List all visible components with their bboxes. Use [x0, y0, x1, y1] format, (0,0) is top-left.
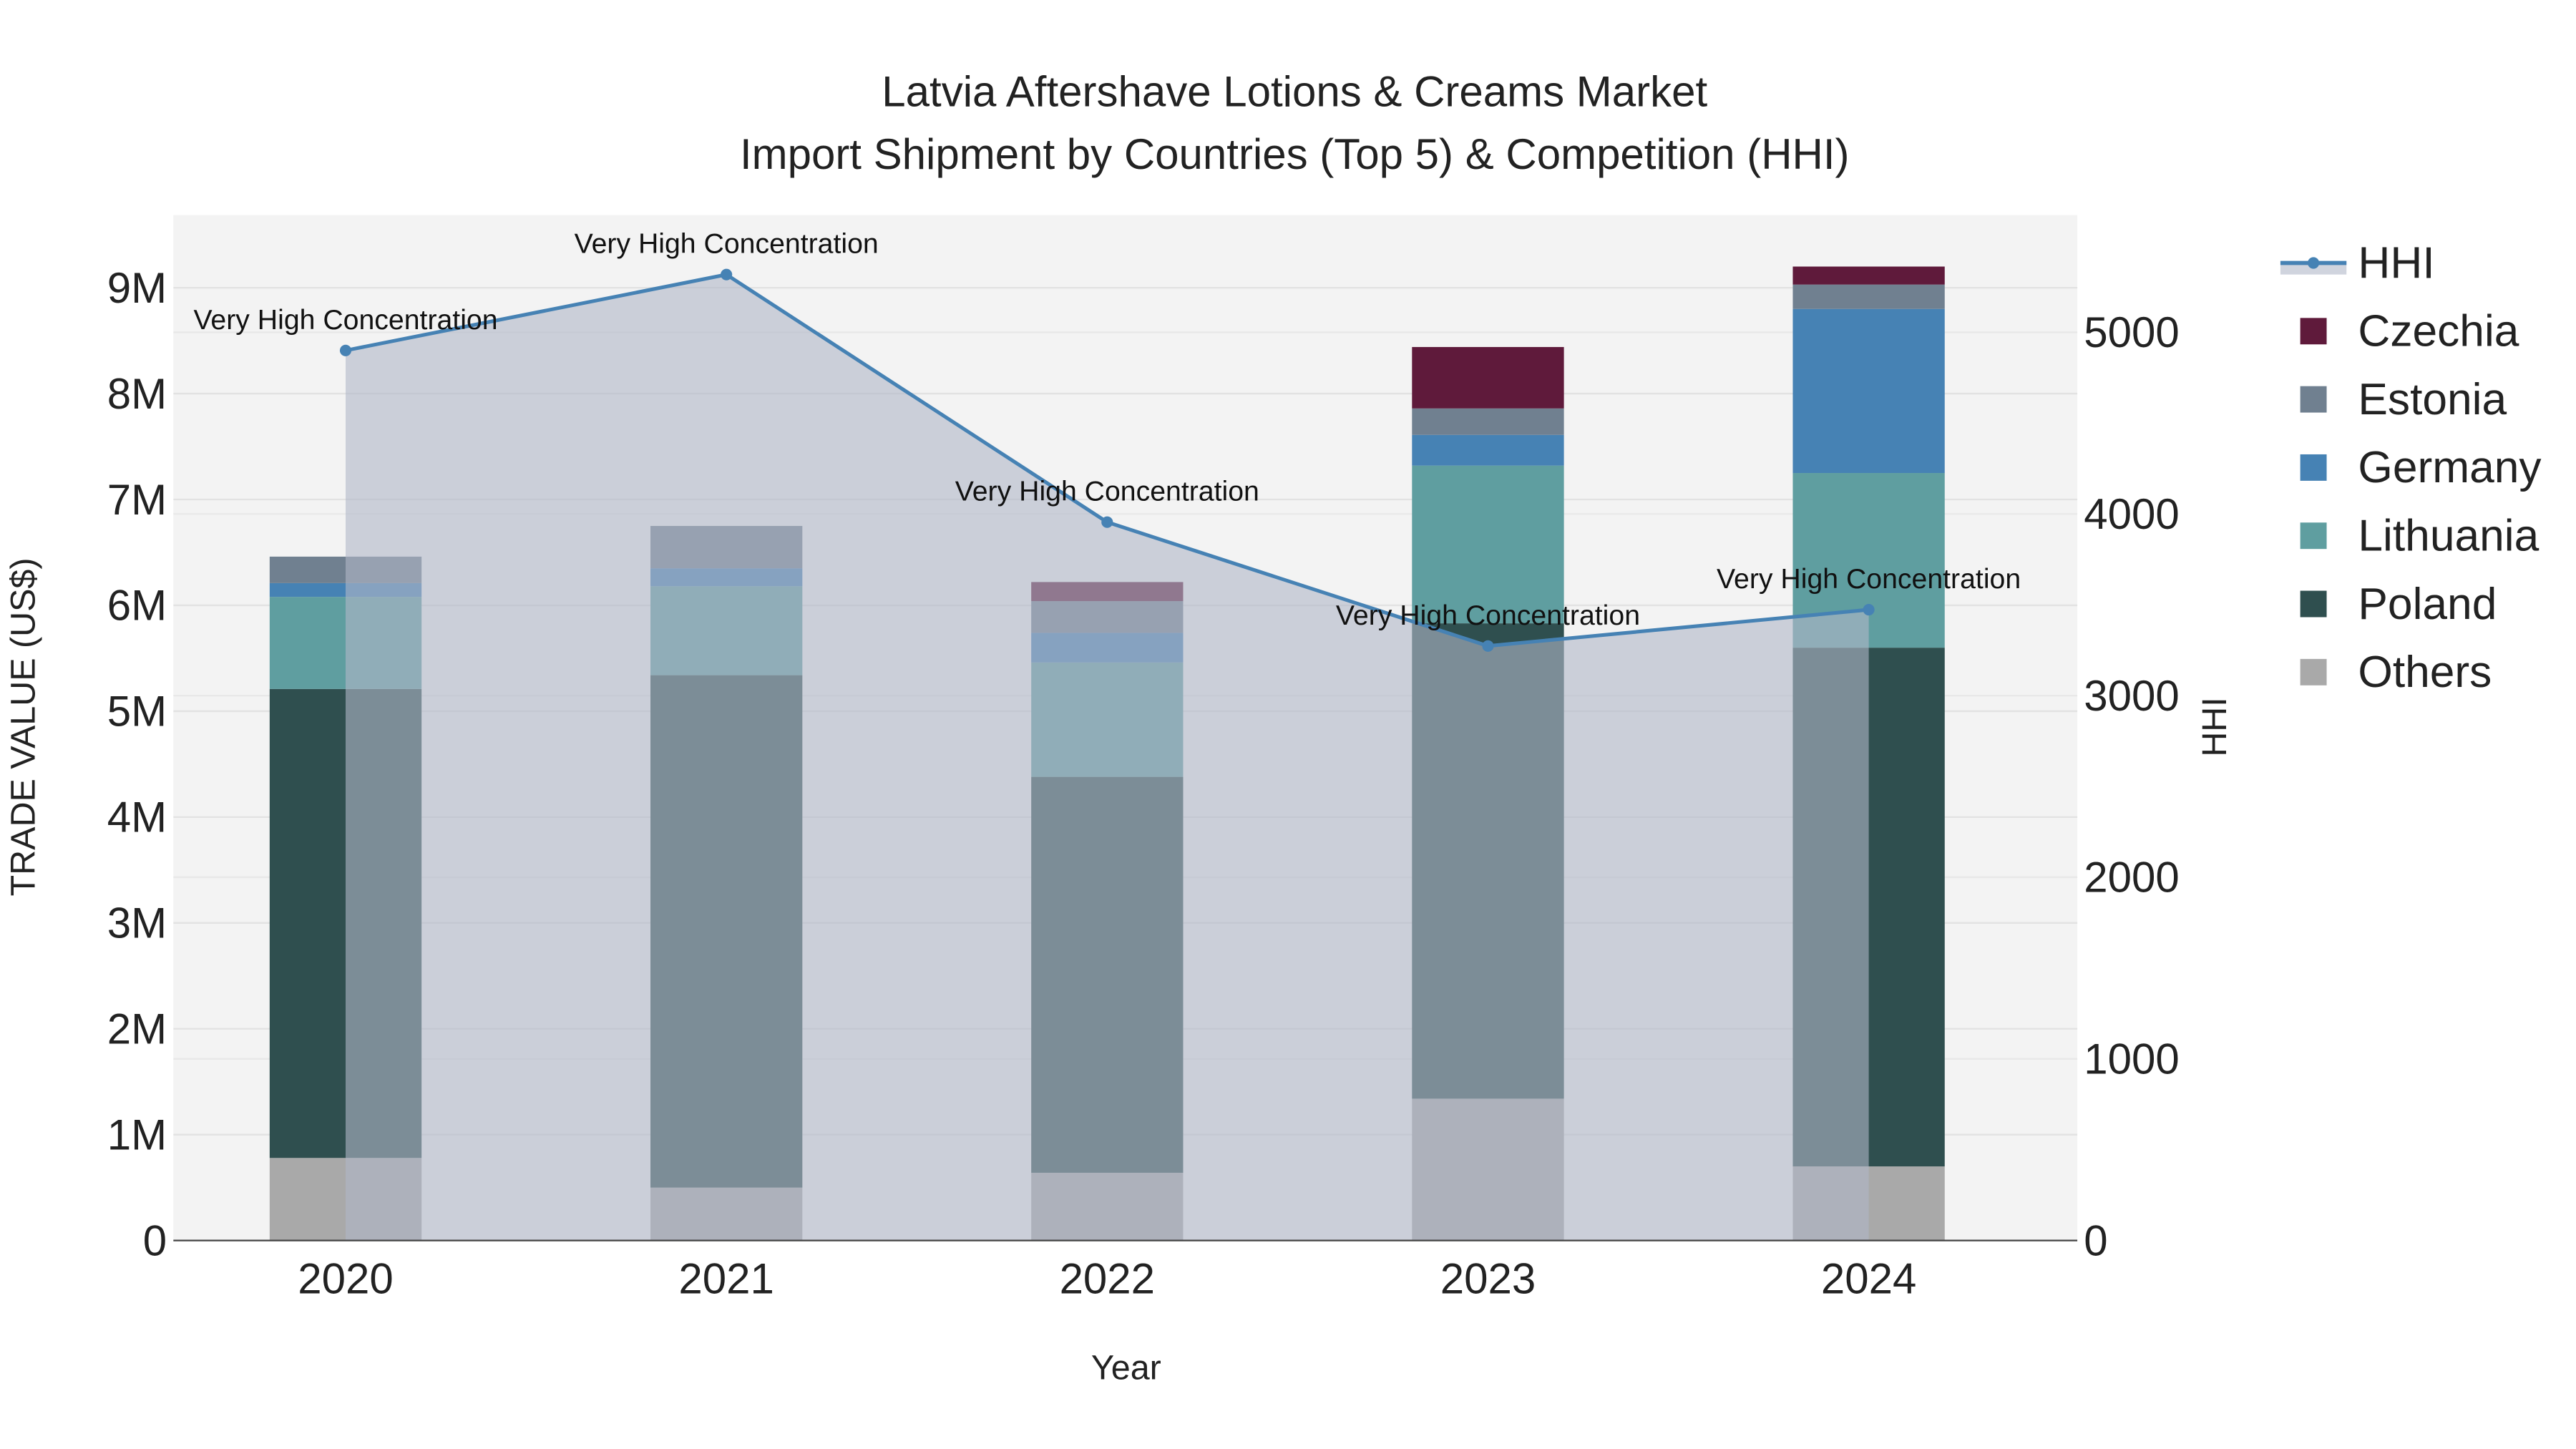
bar-germany-2024 — [1792, 308, 1945, 474]
y2-tick-label: 4000 — [2084, 490, 2179, 538]
legend-item-estonia: Estonia — [2358, 375, 2507, 424]
legend-swatch-lithuania — [2300, 522, 2327, 550]
hhi-point-2022 — [1101, 516, 1113, 528]
legend-swatch-poland — [2300, 590, 2327, 618]
y-tick-label: 8M — [107, 370, 167, 418]
x-axis-title: Year — [1091, 1349, 1161, 1387]
legend: HHI Czechia Estonia Germany Lithuania Poland O… — [2280, 238, 2542, 697]
legend-swatch-estonia — [2300, 386, 2327, 413]
y2-tick-label: 1000 — [2084, 1035, 2179, 1083]
y2-axis-ticks: 0 1000 2000 3000 4000 5000 — [2084, 308, 2179, 1264]
y2-tick-label: 3000 — [2084, 672, 2179, 720]
x-tick-label: 2022 — [1060, 1255, 1155, 1303]
y-tick-label: 0 — [143, 1216, 167, 1264]
bar-estonia-2024 — [1792, 284, 1945, 309]
y-tick-label: 1M — [107, 1111, 167, 1158]
y-tick-label: 2M — [107, 1005, 167, 1053]
y-tick-label: 7M — [107, 476, 167, 524]
legend-item-poland: Poland — [2358, 580, 2497, 629]
legend-swatch-others — [2300, 658, 2327, 686]
legend-item-czechia: Czechia — [2358, 307, 2519, 356]
hhi-annotation: Very High Concentration — [1336, 600, 1640, 631]
hhi-point-2020 — [339, 344, 352, 356]
bar-czechia-2024 — [1792, 266, 1945, 285]
legend-swatch-czechia — [2300, 318, 2327, 345]
legend-swatch-hhi-marker — [2308, 257, 2320, 269]
y2-axis-title: HHI — [2195, 697, 2234, 756]
x-axis-ticks: 2020 2021 2022 2023 2024 — [298, 1255, 1916, 1303]
x-tick-label: 2023 — [1440, 1255, 1536, 1303]
legend-swatch-germany — [2300, 454, 2327, 481]
chart-subtitle: Import Shipment by Countries (Top 5) & C… — [740, 130, 1850, 178]
bar-estonia-2023 — [1412, 408, 1564, 435]
bar-lithuania-2023 — [1412, 465, 1564, 624]
y-tick-label: 4M — [107, 794, 167, 841]
bar-germany-2023 — [1412, 434, 1564, 466]
chart-title: Latvia Aftershave Lotions & Creams Marke… — [882, 67, 1707, 115]
legend-item-germany: Germany — [2358, 443, 2542, 492]
y-tick-label: 6M — [107, 582, 167, 630]
x-tick-label: 2020 — [298, 1255, 393, 1303]
hhi-point-2024 — [1863, 603, 1875, 616]
y2-tick-label: 2000 — [2084, 854, 2179, 902]
y-tick-label: 5M — [107, 688, 167, 736]
y-axis-ticks: 0 1M 2M 3M 4M 5M 6M 7M 8M 9M — [107, 264, 167, 1265]
legend-item-lithuania: Lithuania — [2358, 512, 2539, 561]
bar-czechia-2023 — [1412, 346, 1564, 409]
hhi-series: Very High Concentration Very High Concent… — [193, 228, 2021, 1241]
x-tick-label: 2024 — [1821, 1255, 1916, 1303]
legend-item-others: Others — [2358, 648, 2492, 697]
y2-tick-label: 0 — [2084, 1216, 2107, 1264]
y2-tick-label: 5000 — [2084, 308, 2179, 356]
hhi-area — [346, 274, 1869, 1241]
y-tick-label: 9M — [107, 264, 167, 312]
hhi-point-2023 — [1482, 640, 1494, 652]
x-tick-label: 2021 — [678, 1255, 774, 1303]
hhi-annotation: Very High Concentration — [1717, 563, 2021, 595]
hhi-point-2021 — [721, 268, 733, 280]
legend-item-hhi: HHI — [2358, 238, 2434, 288]
hhi-annotation: Very High Concentration — [193, 304, 497, 336]
hhi-annotation: Very High Concentration — [955, 476, 1259, 507]
y-tick-label: 3M — [107, 899, 167, 947]
y-axis-title: TRADE VALUE (US$) — [4, 557, 42, 896]
hhi-annotation: Very High Concentration — [575, 228, 879, 260]
